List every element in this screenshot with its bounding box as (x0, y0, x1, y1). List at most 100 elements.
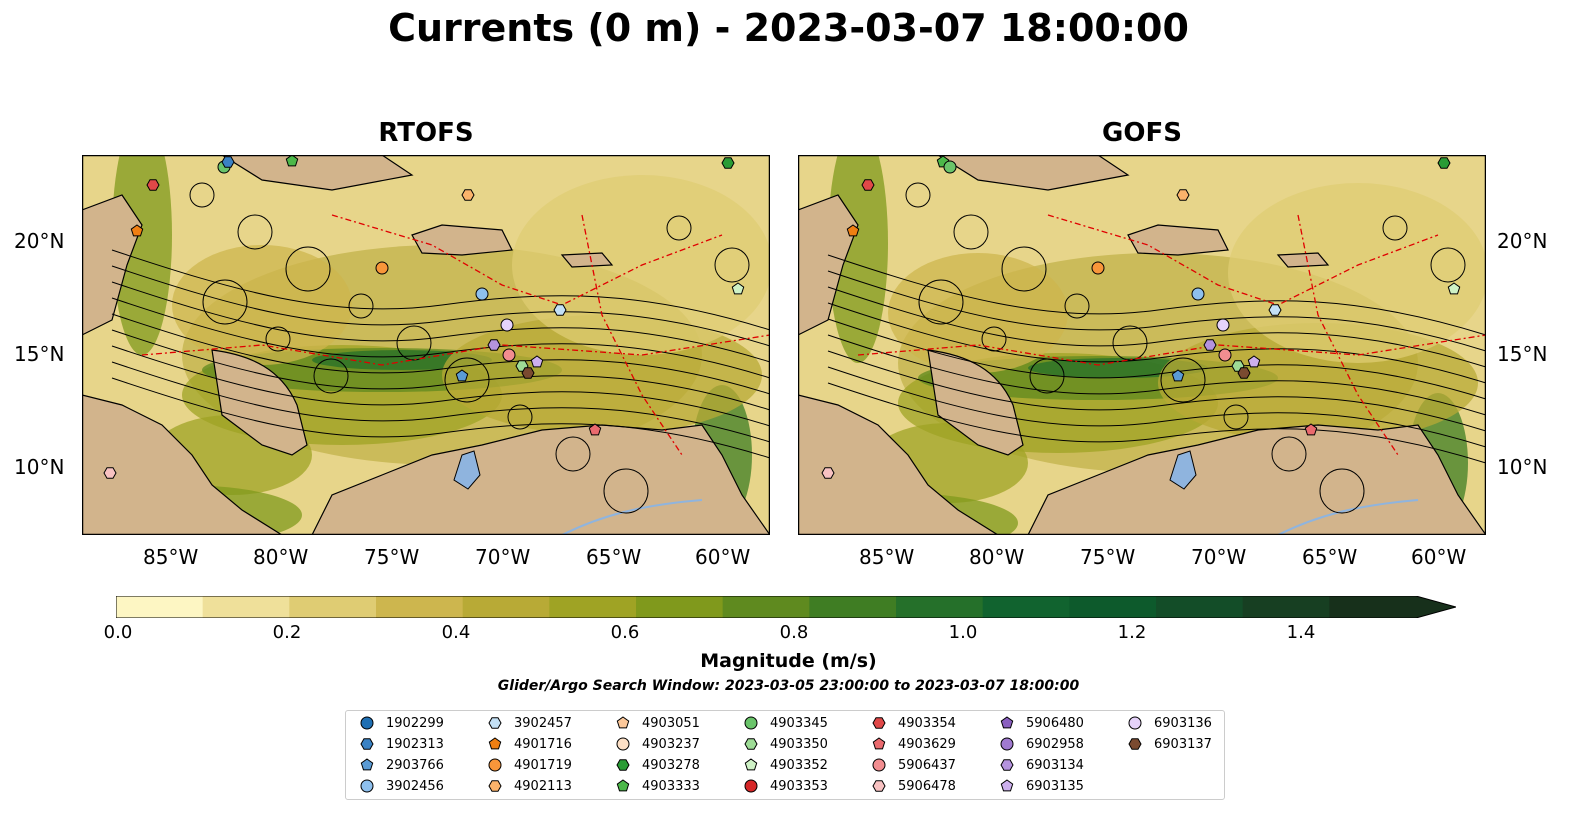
legend-label: 4903345 (770, 715, 828, 731)
colorbar-segment (1329, 596, 1417, 618)
eez-line (1047, 214, 1439, 306)
eddy-streamline (507, 404, 533, 430)
eddy-streamline (666, 215, 692, 241)
eez-line (141, 334, 770, 366)
platform-marker (461, 189, 475, 201)
legend-label: 4903350 (770, 736, 828, 752)
legend-marker (488, 780, 502, 792)
legend-marker (488, 737, 502, 750)
speed-contour (888, 253, 1068, 373)
legend-item: 4902113 (486, 776, 572, 796)
figure-title: Currents (0 m) - 2023-03-07 18:00:00 (388, 6, 1189, 50)
lon-tick-label: 65°W (1302, 545, 1358, 569)
legend-marker (744, 716, 758, 730)
land (82, 155, 770, 535)
legend-marker (360, 758, 374, 771)
eddy-streamline (905, 182, 931, 208)
streamlines (111, 182, 770, 514)
eez-line (857, 334, 1486, 366)
legend-marker (616, 716, 630, 729)
platform-marker (1203, 339, 1217, 351)
platform-marker (1216, 318, 1230, 332)
eddy-streamline (1271, 436, 1307, 472)
legend-item: 4903354 (870, 713, 956, 733)
platform-marker (130, 224, 144, 237)
eddy-streamline (1112, 325, 1148, 361)
legend-item: 4903352 (742, 755, 828, 775)
colorbar-tick-label: 0.6 (610, 622, 640, 643)
lat-tick-label: 15°N (14, 342, 65, 366)
platform-marker (103, 467, 117, 479)
legend-label: 5906478 (898, 778, 956, 794)
colorbar-segment (1069, 596, 1157, 618)
platform-marker (1218, 348, 1232, 362)
colorbar-segment (549, 596, 637, 618)
land-mass (936, 155, 1130, 191)
platform-marker (455, 369, 469, 382)
legend-label: 1902299 (386, 715, 444, 731)
legend-marker-shape (1000, 737, 1014, 751)
platform-marker (146, 179, 160, 191)
colorbar-tick-label: 0.8 (779, 622, 809, 643)
colorbar-tick-label: 0.2 (272, 622, 302, 643)
colorbar-segment (376, 596, 464, 618)
lon-tick-label: 70°W (475, 545, 531, 569)
legend-item: 4903237 (614, 734, 700, 754)
legend-item: 3902456 (358, 776, 444, 796)
legend-item: 1902299 (358, 713, 444, 733)
colorbar-segment (462, 596, 550, 618)
legend-label: 6903135 (1026, 778, 1084, 794)
land-mass (211, 349, 308, 456)
legend-marker (872, 717, 886, 729)
legend-item: 1902313 (358, 734, 444, 754)
land-mass (220, 155, 414, 191)
legend-label: 4902113 (514, 778, 572, 794)
colorbar-segment (722, 596, 810, 618)
eddy-streamline (265, 326, 291, 352)
streamline (111, 377, 770, 459)
lon-tick-label: 70°W (1191, 545, 1247, 569)
platform-marker (721, 157, 735, 169)
legend-marker (1000, 779, 1014, 792)
colorbar-segment (1242, 596, 1330, 618)
legend-label: 1902313 (386, 736, 444, 752)
lon-tick-label: 60°W (695, 545, 751, 569)
legend-item: 3902457 (486, 713, 572, 733)
platform-marker (1437, 157, 1451, 169)
legend-marker-shape (872, 737, 886, 750)
eddy-streamline (1001, 246, 1047, 292)
legend-marker (744, 758, 758, 771)
land (798, 155, 1486, 535)
legend-item: 5906480 (998, 713, 1084, 733)
platform-marker (1247, 355, 1261, 368)
lon-tick-label: 65°W (586, 545, 642, 569)
platform-marker (500, 318, 514, 332)
eddy-streamline (1064, 293, 1090, 319)
eez-line (331, 214, 723, 306)
eez-line (581, 214, 683, 456)
legend-label: 5906480 (1026, 715, 1084, 731)
eddy-streamline (444, 357, 490, 403)
platform-marker (1176, 189, 1190, 201)
streamline (827, 318, 1486, 400)
legend-marker (744, 779, 758, 793)
legend-label: 4903354 (898, 715, 956, 731)
eez-boundaries (141, 214, 770, 456)
eddy-streamline (1160, 357, 1206, 403)
platform-marker (846, 224, 860, 237)
platform-marker (1237, 367, 1251, 379)
lon-tick-label: 60°W (1411, 545, 1467, 569)
eddy-streamline (953, 214, 989, 250)
legend-item: 6903137 (1126, 734, 1212, 754)
legend-marker-shape (616, 759, 630, 771)
platform-marker (375, 261, 389, 275)
platform-marker (821, 467, 835, 479)
legend-marker-shape (1128, 716, 1142, 730)
platform-marker (1268, 304, 1282, 316)
platform-marker (1091, 261, 1105, 275)
legend-marker-shape (360, 758, 374, 771)
legend-item: 6903134 (998, 755, 1084, 775)
platform-marker (1304, 423, 1318, 436)
eddy-streamline (981, 326, 1007, 352)
legend-label: 4903629 (898, 736, 956, 752)
